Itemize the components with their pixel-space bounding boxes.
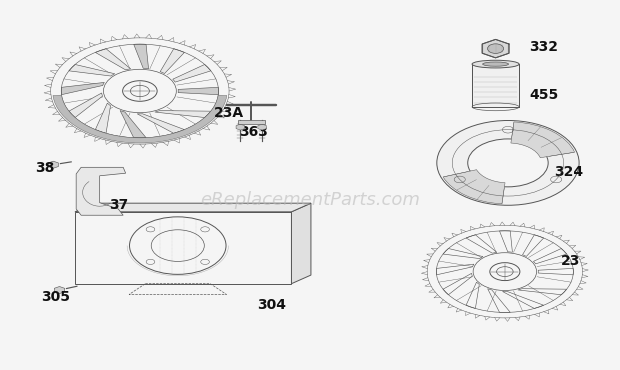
Polygon shape: [160, 49, 184, 74]
Polygon shape: [178, 87, 218, 95]
Polygon shape: [75, 203, 311, 212]
Polygon shape: [237, 121, 265, 124]
Text: eReplacementParts.com: eReplacementParts.com: [200, 191, 420, 209]
Text: 305: 305: [41, 290, 70, 305]
Ellipse shape: [472, 60, 519, 68]
Ellipse shape: [482, 62, 508, 66]
Text: 38: 38: [35, 161, 54, 175]
Text: 23A: 23A: [214, 106, 244, 120]
Text: 363: 363: [239, 125, 268, 138]
Polygon shape: [482, 39, 509, 58]
Circle shape: [487, 44, 503, 53]
Wedge shape: [511, 122, 575, 158]
Circle shape: [437, 121, 579, 205]
Text: 304: 304: [257, 298, 286, 312]
Circle shape: [467, 139, 548, 187]
Polygon shape: [472, 64, 519, 107]
Polygon shape: [69, 64, 115, 76]
Polygon shape: [55, 286, 64, 293]
Polygon shape: [236, 124, 245, 130]
Polygon shape: [61, 83, 104, 95]
Wedge shape: [443, 170, 505, 204]
Polygon shape: [69, 93, 102, 118]
Polygon shape: [173, 64, 211, 82]
Polygon shape: [134, 44, 149, 69]
Polygon shape: [155, 111, 211, 118]
Polygon shape: [95, 103, 110, 133]
Polygon shape: [76, 167, 126, 215]
Polygon shape: [258, 124, 267, 130]
Wedge shape: [53, 95, 227, 143]
Polygon shape: [120, 111, 146, 138]
Text: 324: 324: [554, 165, 583, 179]
Polygon shape: [137, 114, 184, 133]
Text: 23: 23: [560, 253, 580, 268]
Text: 332: 332: [529, 40, 559, 54]
Text: 455: 455: [529, 88, 559, 102]
Polygon shape: [291, 203, 311, 284]
Polygon shape: [48, 161, 58, 168]
Text: 37: 37: [109, 198, 128, 212]
Circle shape: [130, 217, 226, 274]
Polygon shape: [95, 49, 131, 70]
